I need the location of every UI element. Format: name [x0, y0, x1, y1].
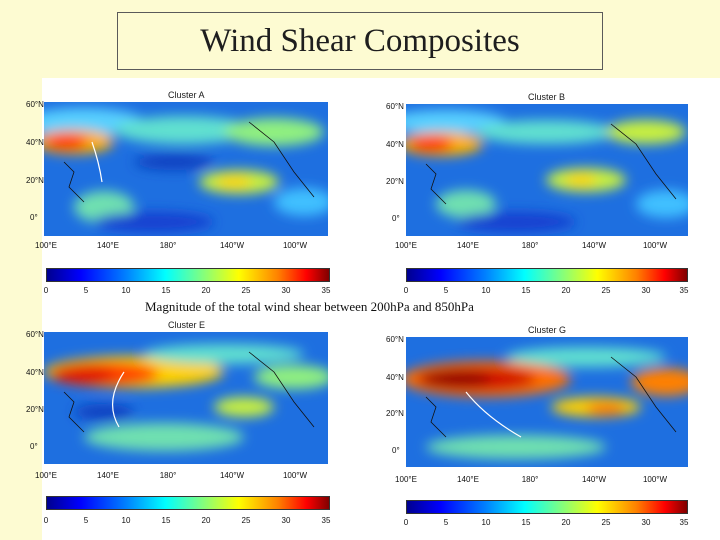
lon-label-180: 180° [159, 471, 177, 480]
colorbar-e [46, 496, 330, 510]
colorbar-tick: 20 [201, 516, 211, 525]
slide-title: Wind Shear Composites [117, 12, 603, 70]
lon-label-140e: 140°E [97, 471, 119, 480]
colorbar-tick: 25 [601, 518, 611, 527]
lat-label-60n: 60°N [26, 100, 44, 109]
colorbar-tick: 15 [521, 286, 531, 295]
lat-label-20n: 20°N [26, 405, 44, 414]
panel-title-e: Cluster E [168, 320, 206, 330]
colorbar-tick: 10 [481, 518, 491, 527]
lon-label-180: 180° [521, 475, 539, 484]
colorbar-tick: 30 [641, 518, 651, 527]
lat-label-60n: 60°N [386, 335, 404, 344]
lat-label-40n: 40°N [26, 138, 44, 147]
colorbar-tick: 5 [83, 286, 89, 295]
wind-shear-map-e [44, 332, 328, 464]
panel-title-b: Cluster B [528, 92, 566, 102]
lon-label-140w: 140°W [581, 241, 607, 250]
colorbar-tick: 35 [321, 286, 331, 295]
colorbar-tick: 10 [121, 516, 131, 525]
lon-label-100e: 100°E [395, 475, 417, 484]
colorbar-tick: 5 [83, 516, 89, 525]
colorbar-g [406, 500, 688, 514]
panel-title-g: Cluster G [528, 325, 567, 335]
lon-label-100e: 100°E [35, 471, 57, 480]
colorbar-tick: 15 [161, 516, 171, 525]
lon-label-100w: 100°W [642, 241, 668, 250]
colorbar-b [406, 268, 688, 282]
colorbar-tick: 15 [161, 286, 171, 295]
colorbar-tick: 0 [403, 518, 409, 527]
colorbar-tick: 30 [281, 286, 291, 295]
wind-shear-map-g [406, 337, 688, 467]
left-margin-strip [0, 78, 42, 540]
lat-label-40n: 40°N [386, 373, 404, 382]
lon-label-100w: 100°W [282, 471, 308, 480]
lon-label-140w: 140°W [219, 471, 245, 480]
lat-label-40n: 40°N [26, 368, 44, 377]
colorbar-tick: 35 [679, 518, 689, 527]
lon-label-100e: 100°E [35, 241, 57, 250]
colorbar-tick: 30 [281, 516, 291, 525]
lat-label-60n: 60°N [26, 330, 44, 339]
lon-label-180: 180° [521, 241, 539, 250]
wind-shear-map-a [44, 102, 328, 236]
colorbar-tick: 0 [403, 286, 409, 295]
lon-label-140e: 140°E [457, 241, 479, 250]
lon-label-100e: 100°E [395, 241, 417, 250]
colorbar-tick: 20 [561, 286, 571, 295]
lon-label-140e: 140°E [97, 241, 119, 250]
lon-label-140w: 140°W [581, 475, 607, 484]
lon-label-140w: 140°W [219, 241, 245, 250]
colorbar-tick: 25 [241, 516, 251, 525]
colorbar-a [46, 268, 330, 282]
colorbar-tick: 0 [43, 286, 49, 295]
colorbar-tick: 10 [121, 286, 131, 295]
colorbar-tick: 30 [641, 286, 651, 295]
lon-label-140e: 140°E [457, 475, 479, 484]
colorbar-tick: 25 [601, 286, 611, 295]
lat-label-0: 0° [392, 446, 400, 455]
colorbar-tick: 35 [321, 516, 331, 525]
lon-label-180: 180° [159, 241, 177, 250]
lat-label-20n: 20°N [386, 177, 404, 186]
colorbar-tick: 25 [241, 286, 251, 295]
lat-label-20n: 20°N [386, 409, 404, 418]
colorbar-tick: 15 [521, 518, 531, 527]
lon-label-100w: 100°W [282, 241, 308, 250]
colorbar-tick: 20 [561, 518, 571, 527]
lat-label-60n: 60°N [386, 102, 404, 111]
lat-label-20n: 20°N [26, 176, 44, 185]
colorbar-tick: 5 [443, 518, 449, 527]
lat-label-0: 0° [392, 214, 400, 223]
colorbar-tick: 5 [443, 286, 449, 295]
lon-label-100w: 100°W [642, 475, 668, 484]
colorbar-tick: 0 [43, 516, 49, 525]
figure-caption: Magnitude of the total wind shear betwee… [145, 299, 474, 314]
colorbar-tick: 10 [481, 286, 491, 295]
wind-shear-map-b [406, 104, 688, 236]
lat-label-0: 0° [30, 213, 38, 222]
panel-title-a: Cluster A [168, 90, 205, 100]
lat-label-40n: 40°N [386, 140, 404, 149]
colorbar-tick: 35 [679, 286, 689, 295]
colorbar-tick: 20 [201, 286, 211, 295]
lat-label-0: 0° [30, 442, 38, 451]
